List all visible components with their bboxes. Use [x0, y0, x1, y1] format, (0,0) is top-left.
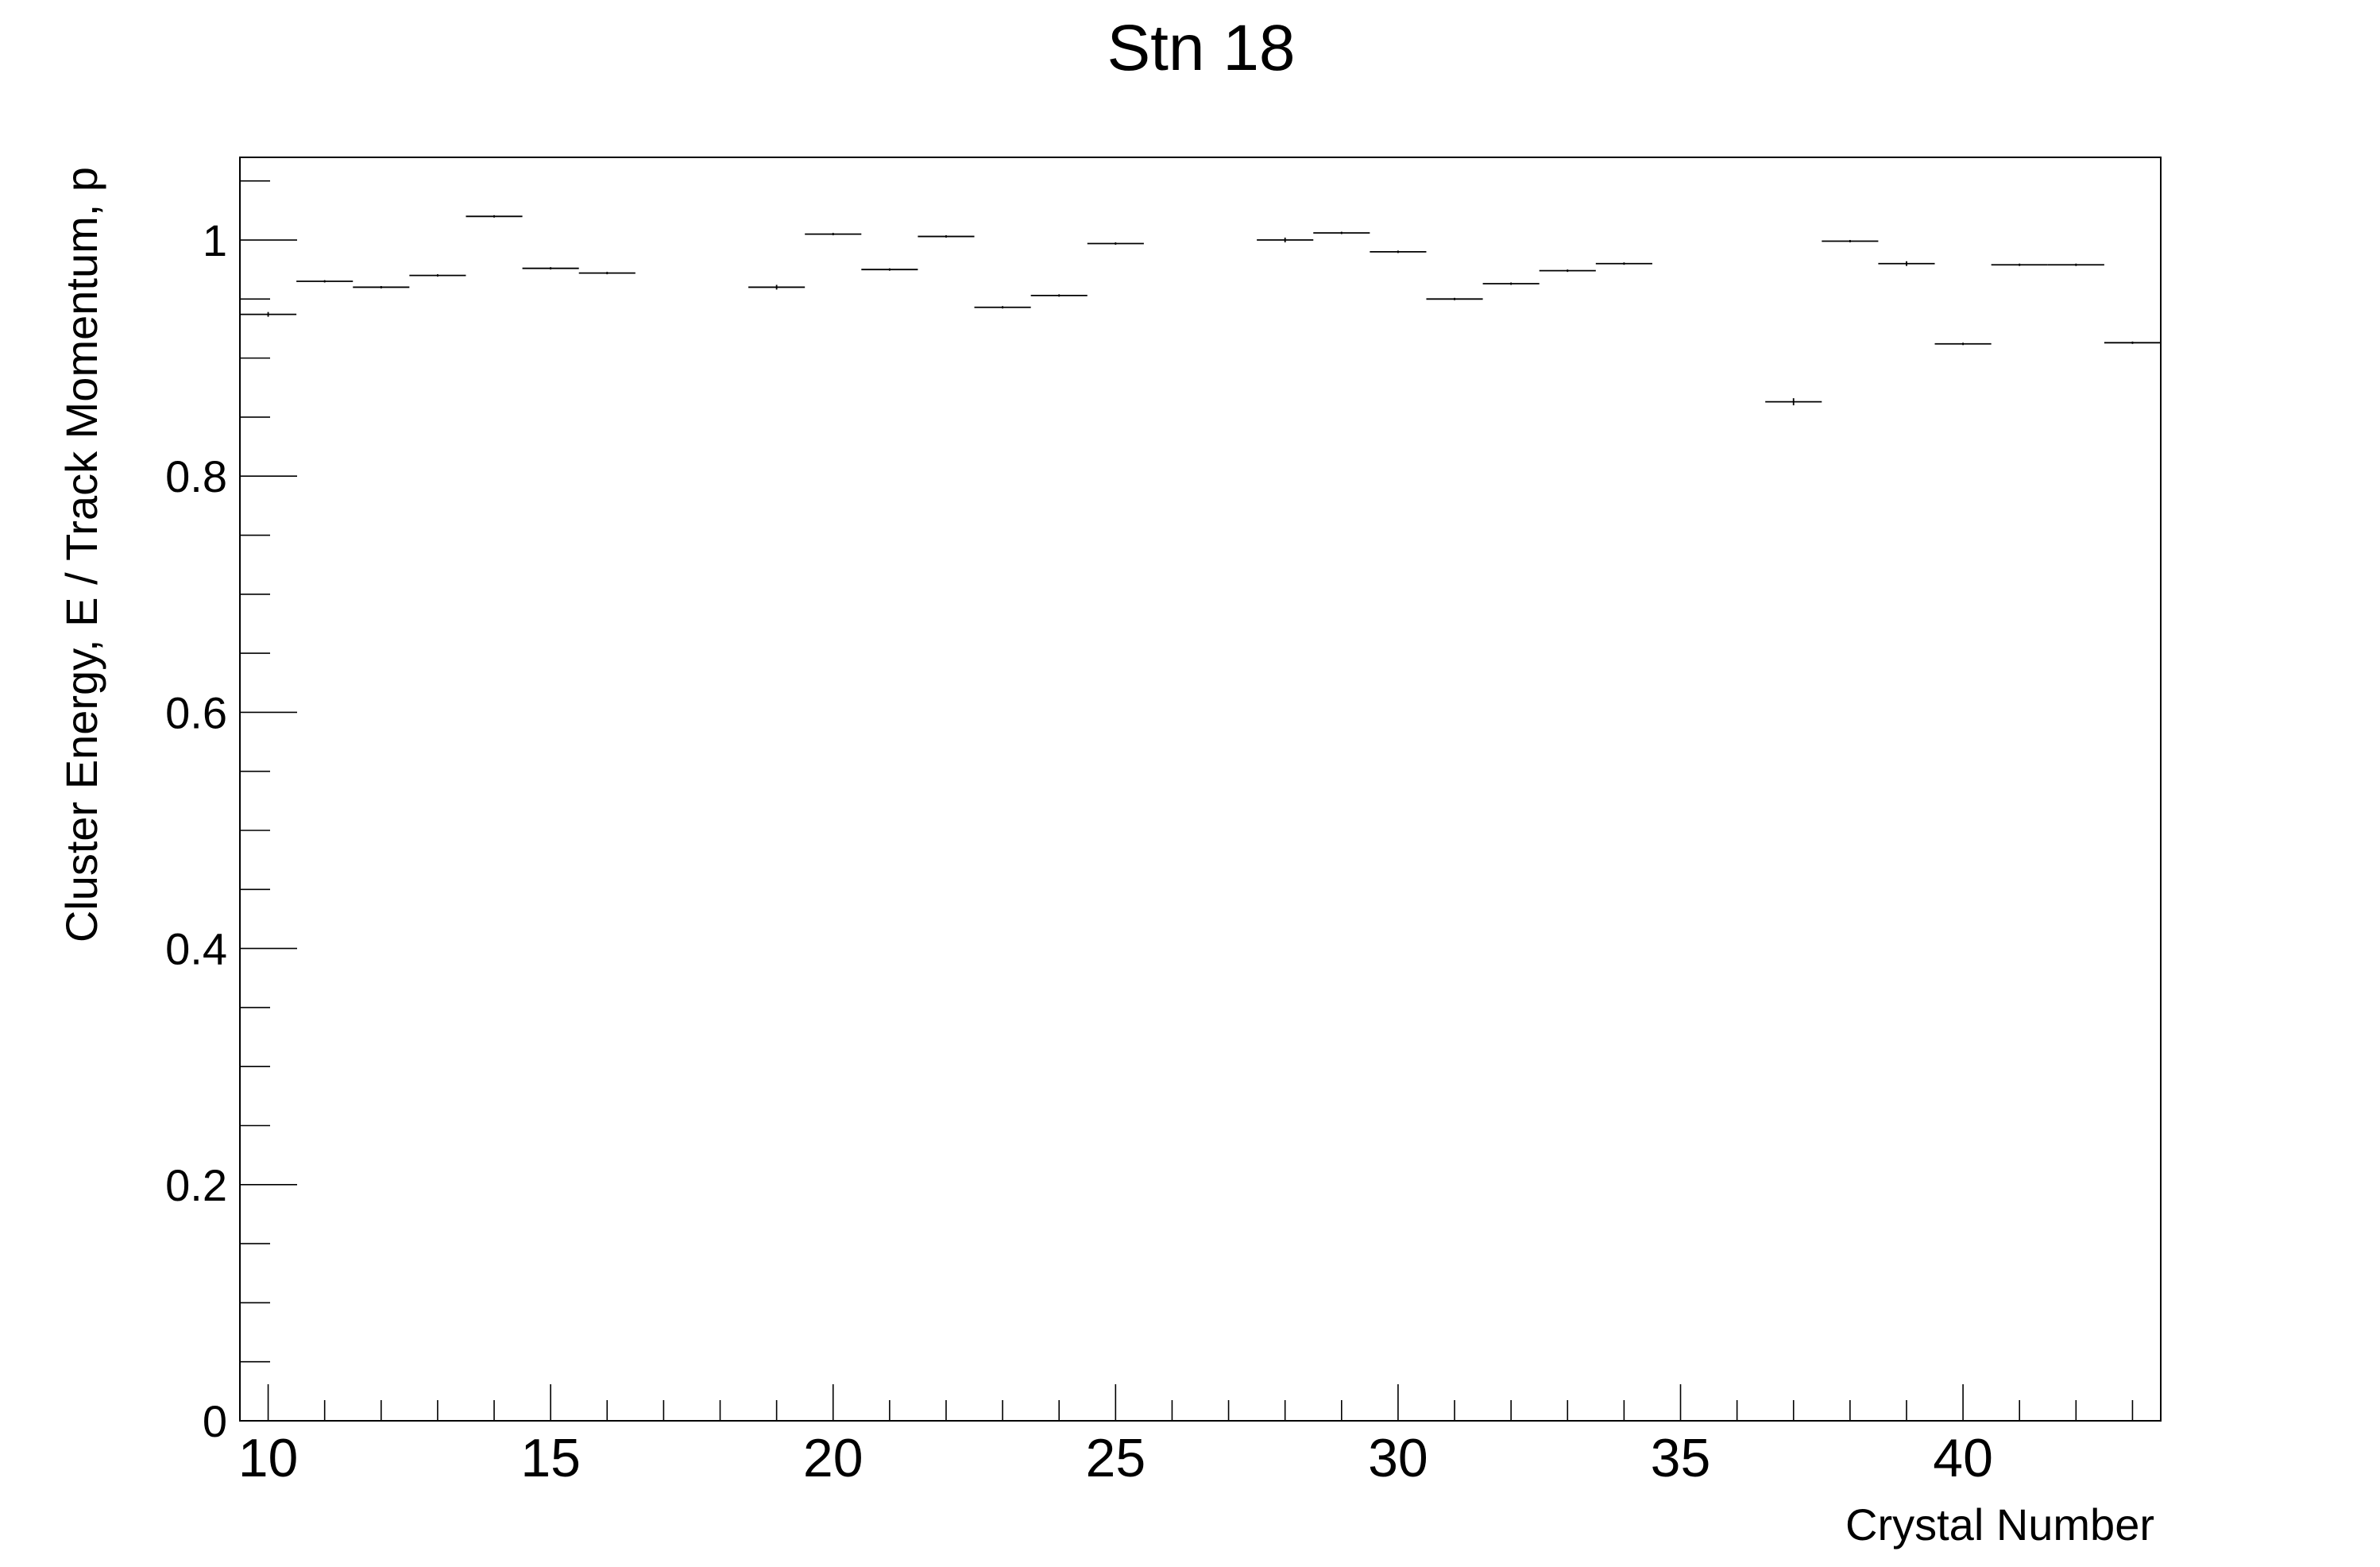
- plot-frame: [239, 157, 2162, 1422]
- data-points: [240, 215, 2161, 406]
- data-point: [409, 274, 466, 277]
- x-axis-label: Crystal Number: [1845, 1499, 2154, 1550]
- chart-title: Stn 18: [1107, 12, 1295, 84]
- y-axis-label: Cluster Energy, E / Track Momentum, p: [56, 167, 106, 942]
- y-tick-label: 0.6: [165, 687, 227, 737]
- x-tick-label: 20: [803, 1428, 864, 1488]
- y-tick-label: 1: [203, 215, 227, 265]
- data-point: [1257, 238, 1314, 242]
- x-axis: 10 15 20 25 30 35 40: [238, 1384, 2134, 1488]
- data-point: [1765, 398, 1822, 406]
- data-point: [1087, 242, 1144, 245]
- data-point: [1822, 240, 1879, 242]
- data-point: [1595, 262, 1652, 265]
- data-point: [1370, 250, 1427, 253]
- x-tick-label: 30: [1368, 1428, 1428, 1488]
- x-tick-label: 25: [1086, 1428, 1146, 1488]
- data-point: [1878, 261, 1935, 266]
- data-point: [974, 306, 1031, 309]
- x-tick-label: 15: [520, 1428, 581, 1488]
- data-point: [353, 285, 410, 288]
- y-tick-label: 0: [203, 1396, 227, 1446]
- data-point: [522, 267, 579, 270]
- y-axis: 0 0.2 0.4 0.6 0.8 1: [165, 180, 297, 1446]
- data-point: [1934, 342, 1992, 346]
- data-point: [296, 280, 354, 283]
- data-point: [1426, 297, 1483, 300]
- data-point: [240, 311, 297, 317]
- x-tick-label: 10: [238, 1428, 299, 1488]
- y-tick-label: 0.2: [165, 1160, 227, 1210]
- data-point: [1539, 269, 1596, 273]
- data-point: [2104, 341, 2161, 344]
- data-point: [1313, 231, 1370, 234]
- data-point: [466, 215, 523, 218]
- x-tick-label: 35: [1651, 1428, 1711, 1488]
- y-tick-label: 0.4: [165, 924, 227, 974]
- x-tick-label: 40: [1933, 1428, 1993, 1488]
- data-point: [578, 272, 636, 275]
- data-point: [918, 235, 975, 238]
- data-point: [1030, 294, 1088, 297]
- y-tick-label: 0.8: [165, 451, 227, 501]
- data-point: [2047, 263, 2104, 266]
- data-point: [1482, 282, 1540, 285]
- data-point: [805, 233, 862, 236]
- data-point: [1991, 263, 2048, 266]
- data-point: [861, 268, 918, 271]
- data-point: [748, 284, 806, 290]
